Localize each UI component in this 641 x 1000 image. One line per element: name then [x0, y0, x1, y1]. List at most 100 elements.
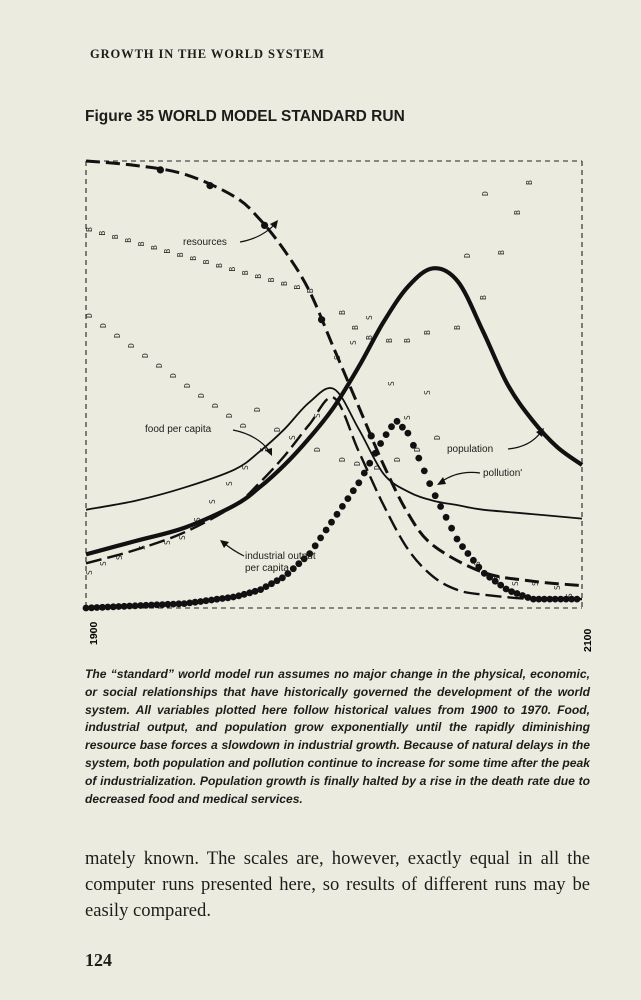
- printout-marker: D: [463, 253, 472, 258]
- pollution-point: [289, 565, 297, 573]
- body-text: mately known. The scales are, however, e…: [85, 848, 590, 921]
- pollution-point: [339, 503, 346, 510]
- arrowhead-food: [265, 448, 272, 456]
- food-per-capita-line: [85, 387, 583, 520]
- pollution-point: [551, 595, 559, 603]
- printout-marker: B: [453, 325, 462, 330]
- pollution-point: [93, 604, 101, 611]
- pollution-point: [295, 560, 303, 568]
- pollution-point: [475, 563, 483, 571]
- pollution-point: [120, 602, 128, 610]
- printout-marker: D: [127, 343, 136, 348]
- pollution-point: [109, 603, 117, 611]
- industrial-output-line: [85, 396, 583, 601]
- printout-marker: S: [85, 570, 94, 575]
- arrow-population: [507, 431, 542, 450]
- pollution-point: [306, 550, 314, 557]
- pollution-point: [148, 601, 155, 609]
- arrow-pollution: [440, 471, 481, 483]
- printout-marker: D: [85, 313, 94, 318]
- printout-marker: D: [183, 383, 192, 388]
- figure-caption: The “standard” world model run assumes n…: [85, 667, 590, 806]
- pollution-point: [159, 601, 166, 608]
- pollution-point: [448, 524, 455, 532]
- pollution-point: [524, 594, 532, 601]
- pollution-point: [268, 580, 275, 588]
- printout-marker: D: [211, 403, 220, 408]
- pollution-point: [344, 495, 352, 502]
- figure-title: Figure 35 WORLD MODEL STANDARD RUN: [85, 108, 405, 125]
- pollution-point: [486, 573, 494, 581]
- pollution-point: [240, 590, 248, 598]
- pollution-point: [519, 592, 526, 599]
- pollution-point: [404, 429, 412, 437]
- pollution-point: [229, 593, 237, 601]
- pollution-point: [246, 589, 254, 597]
- arrowhead-pollution: [437, 477, 446, 485]
- printout-marker: B: [163, 249, 172, 254]
- printout-marker: S: [208, 499, 217, 504]
- pollution-point: [497, 581, 505, 589]
- pollution-point: [426, 480, 434, 487]
- printout-marker: S: [565, 593, 574, 598]
- printout-marker: B: [525, 180, 534, 185]
- pollution-point: [202, 597, 210, 605]
- printout-marker: B: [513, 210, 522, 215]
- printout-marker: B: [137, 241, 146, 246]
- printout-marker: S: [241, 465, 250, 470]
- printout-marker: D: [338, 457, 347, 462]
- pollution-point: [208, 596, 215, 604]
- pollution-point: [546, 595, 554, 603]
- pollution-point: [540, 595, 548, 603]
- printout-marker: S: [225, 481, 234, 486]
- printout-marker: S: [349, 340, 358, 345]
- printout-marker: S: [403, 415, 412, 420]
- printout-marker: S: [99, 561, 108, 566]
- printout-marker: D: [481, 191, 490, 196]
- resources-point: [156, 166, 164, 174]
- pollution-point: [328, 518, 335, 526]
- pollution-point: [142, 601, 150, 609]
- pollution-point: [153, 601, 161, 609]
- pollution-point: [235, 592, 243, 600]
- running-head: GROWTH IN THE WORLD SYSTEM: [90, 47, 325, 61]
- pollution-point: [410, 441, 417, 449]
- pollution-point: [562, 595, 570, 603]
- pollution-point: [191, 598, 199, 606]
- pollution-point: [431, 492, 439, 500]
- printout-marker: B: [306, 288, 315, 293]
- printout-marker: D: [225, 413, 234, 418]
- printout-marker: S: [178, 535, 187, 540]
- printout-marker: S: [313, 413, 322, 418]
- printout-marker: D: [197, 393, 206, 398]
- printout-marker: B: [497, 250, 506, 255]
- printout-marker: S: [193, 517, 202, 522]
- arrowhead-resources: [270, 220, 278, 229]
- pollution-point: [99, 603, 106, 611]
- pollution-point: [257, 586, 264, 593]
- resources-point: [206, 182, 214, 190]
- pollution-point: [415, 454, 423, 462]
- printout-marker: S: [115, 555, 124, 560]
- printout-marker: B: [280, 281, 289, 286]
- printout-marker: B: [228, 267, 237, 272]
- resources-line: [85, 159, 583, 588]
- arrowhead-population: [536, 428, 544, 437]
- printout-marker: D: [99, 323, 108, 328]
- label-pollution: pollution': [483, 468, 522, 479]
- printout-marker: D: [113, 333, 122, 338]
- printout-marker: D: [253, 407, 262, 412]
- pollution-point: [491, 577, 499, 585]
- pollution-point: [437, 503, 444, 510]
- pollution-point: [197, 598, 205, 605]
- pollution-point: [420, 467, 428, 475]
- printout-marker: D: [373, 465, 382, 470]
- pollution-point: [104, 603, 112, 611]
- pollution-point: [300, 555, 308, 563]
- label-food-per-capita: food per capita: [145, 424, 212, 435]
- printout-marker: B: [385, 338, 394, 343]
- printout-marker: D: [239, 423, 248, 428]
- pollution-point: [131, 602, 139, 610]
- printout-marker: B: [98, 231, 107, 236]
- printout-marker: B: [403, 338, 412, 343]
